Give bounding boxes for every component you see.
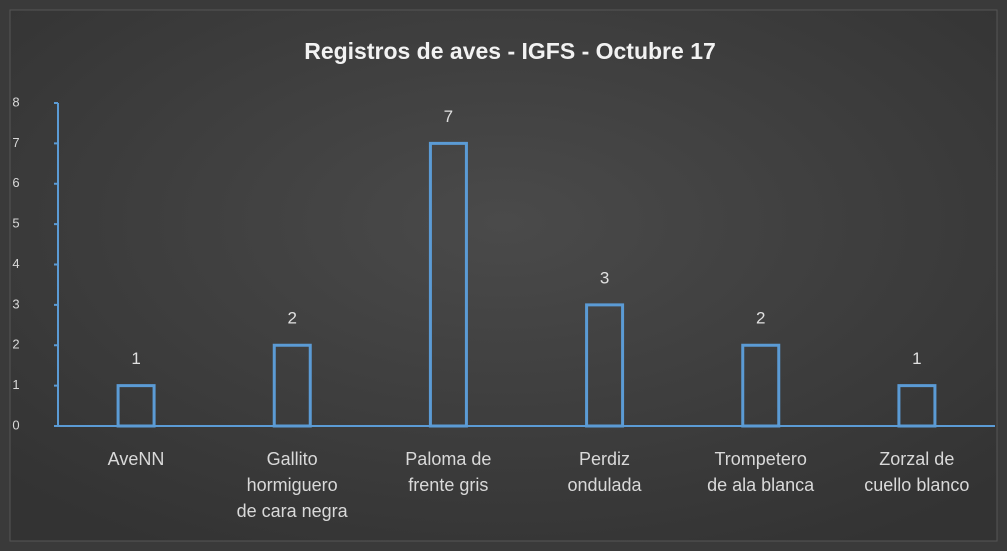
x-tick-label: AveNN [107,449,165,469]
bar [585,303,625,428]
data-label: 7 [444,107,453,126]
data-label: 1 [131,349,140,368]
y-tick-label: 1 [12,377,19,392]
bar [741,343,781,428]
bar [428,141,468,428]
chart-title: Registros de aves - IGFS - Octubre 17 [304,38,716,64]
y-tick-label: 4 [12,256,19,271]
y-tick-label: 2 [12,337,19,352]
bar [897,384,937,428]
x-tick-label: Trompetero de ala blanca [707,449,815,495]
data-label: 3 [600,268,609,287]
x-tick-label: Zorzal de cuello blanco [864,449,970,495]
data-label: 1 [912,349,921,368]
data-label: 2 [756,309,765,328]
y-tick-label: 6 [12,175,19,190]
x-tick-label: Gallito hormiguero de cara negra [236,449,348,521]
bar [272,343,312,428]
data-label: 2 [288,309,297,328]
x-tick-label: Paloma de frente gris [405,449,492,495]
x-tick-label: Perdiz ondulada [567,449,642,495]
chart-background [9,9,998,542]
y-tick-label: 7 [12,135,19,150]
bar [116,384,156,428]
y-tick-label: 0 [12,417,19,432]
y-tick-label: 3 [12,296,19,311]
y-tick-label: 5 [12,216,19,231]
y-tick-label: 8 [12,94,19,109]
